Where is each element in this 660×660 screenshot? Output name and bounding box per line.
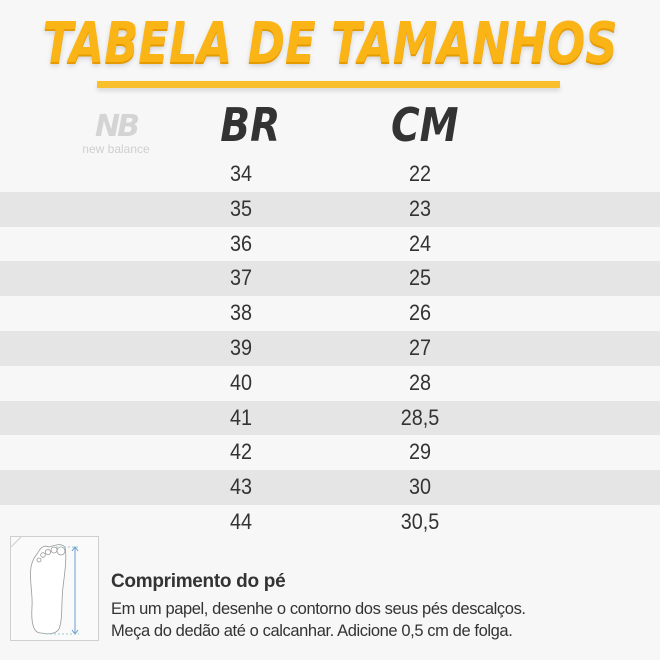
cell-cm: 28	[408, 369, 432, 395]
cell-br: 37	[229, 265, 253, 291]
table-row: 41 28,5	[0, 400, 660, 436]
cell-cm: 22	[408, 161, 432, 186]
cell-cm: 30	[408, 474, 432, 500]
cell-br: 44	[229, 509, 253, 534]
brand-logo-text: new balance	[82, 142, 150, 156]
table-row: 44 30,5	[0, 505, 660, 540]
cell-cm: 23	[408, 195, 432, 221]
cell-cm: 26	[408, 300, 432, 326]
cell-cm: 29	[408, 439, 432, 465]
cell-br: 42	[229, 439, 253, 465]
cell-br: 41	[229, 404, 253, 430]
table-row: 43 30	[0, 470, 660, 505]
column-header-cm: CM	[390, 98, 459, 152]
cell-br: 34	[229, 161, 253, 186]
table-row: 38 26	[0, 296, 660, 331]
cell-cm: 27	[408, 335, 432, 360]
cell-br: 43	[229, 474, 253, 500]
cell-br: 36	[229, 230, 253, 256]
table-row: 36 24	[0, 227, 660, 262]
footer-line-2: Meça do dedão até o calcanhar. Adicione …	[111, 622, 513, 640]
table-row: 34 22	[0, 157, 660, 192]
page-title: TABELA DE TAMANHOS	[42, 11, 618, 76]
table-row: 39 27	[0, 331, 660, 366]
footer-heading: Comprimento do pé	[111, 571, 286, 592]
table-row: 40 28	[0, 366, 660, 401]
footer-line-1: Em um papel, desenhe o contorno dos seus…	[111, 600, 526, 618]
cell-br: 40	[229, 369, 253, 395]
title-underline	[97, 81, 560, 88]
table-row: 42 29	[0, 435, 660, 470]
cell-cm: 28,5	[400, 404, 440, 430]
cell-cm: 25	[408, 265, 432, 291]
cell-br: 35	[229, 195, 253, 221]
nb-logo-mark: NB	[95, 109, 140, 144]
cell-br: 39	[229, 335, 253, 360]
foot-measure-icon	[10, 536, 99, 641]
table-row: 37 25	[0, 261, 660, 297]
column-header-br: BR	[220, 98, 281, 152]
cell-cm: 30,5	[400, 509, 440, 534]
cell-cm: 24	[408, 230, 432, 256]
brand-logo: NB new balance	[74, 109, 158, 157]
table-row: 35 23	[0, 191, 660, 227]
cell-br: 38	[229, 300, 253, 326]
